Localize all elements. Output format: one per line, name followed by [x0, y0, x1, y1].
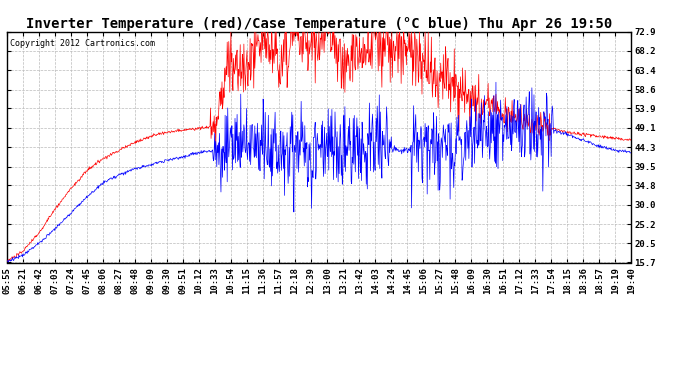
- Title: Inverter Temperature (red)/Case Temperature (°C blue) Thu Apr 26 19:50: Inverter Temperature (red)/Case Temperat…: [26, 17, 612, 31]
- Text: Copyright 2012 Cartronics.com: Copyright 2012 Cartronics.com: [10, 39, 155, 48]
